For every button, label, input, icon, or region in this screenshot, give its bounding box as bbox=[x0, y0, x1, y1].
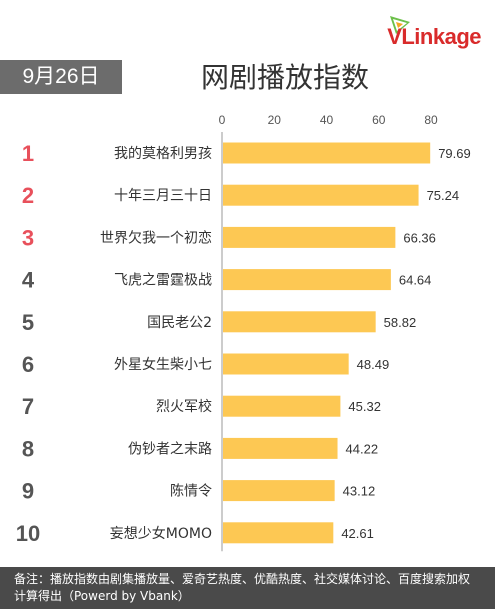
bar bbox=[223, 437, 338, 459]
value-label: 42.61 bbox=[341, 526, 374, 541]
rank-number: 7 bbox=[22, 394, 34, 419]
bar bbox=[223, 353, 349, 375]
x-tick-label: 60 bbox=[372, 113, 386, 127]
bar bbox=[223, 480, 335, 502]
value-label: 79.69 bbox=[438, 146, 471, 161]
rank-number: 2 bbox=[22, 183, 34, 208]
category-label: 外星女生柴小七 bbox=[114, 356, 212, 373]
x-tick-label: 40 bbox=[320, 113, 334, 127]
logo-text: VLinkage bbox=[387, 24, 481, 49]
vlinkage-logo: VLinkage bbox=[361, 14, 481, 50]
category-label: 世界欠我一个初恋 bbox=[100, 229, 212, 246]
bar bbox=[223, 226, 396, 248]
x-tick-label: 80 bbox=[424, 113, 438, 127]
rank-number: 9 bbox=[22, 479, 34, 504]
x-tick-label: 0 bbox=[219, 113, 226, 127]
rank-number: 3 bbox=[22, 225, 34, 250]
chart-title: 网剧播放指数 bbox=[200, 61, 369, 94]
rank-number: 6 bbox=[22, 352, 34, 377]
value-label: 66.36 bbox=[403, 230, 436, 245]
category-label: 飞虎之雷霆极战 bbox=[114, 273, 212, 289]
category-label: 烈火军校 bbox=[156, 398, 212, 415]
x-tick-label: 20 bbox=[268, 113, 282, 127]
category-label: 陈情令 bbox=[170, 483, 212, 500]
bar bbox=[223, 142, 431, 164]
rank-number: 8 bbox=[22, 436, 34, 461]
value-label: 64.64 bbox=[399, 273, 432, 288]
bar-chart: 0 20 40 60 80 1 我的莫格利男孩 79.69 2 十年三月三十日 75.24 3 世界欠我… bbox=[16, 113, 471, 552]
bar bbox=[223, 269, 391, 291]
rank-number: 4 bbox=[22, 268, 35, 293]
value-label: 58.82 bbox=[384, 315, 417, 330]
value-label: 48.49 bbox=[357, 357, 390, 372]
bar bbox=[223, 395, 341, 417]
logo-mark-icon bbox=[390, 16, 410, 34]
value-label: 75.24 bbox=[427, 188, 460, 203]
rank-number: 1 bbox=[22, 141, 34, 166]
value-label: 45.32 bbox=[348, 399, 381, 414]
footer-note: 备注：播放指数由剧集播放量、爱奇艺热度、优酷热度、社交媒体讨论、百度搜索加权计算… bbox=[0, 567, 495, 609]
category-label: 妄想少女MOMO bbox=[110, 525, 212, 542]
bar bbox=[223, 522, 334, 544]
category-label: 伪钞者之末路 bbox=[128, 441, 212, 457]
rank-number: 5 bbox=[22, 310, 34, 335]
date-badge: 9月26日 bbox=[0, 60, 122, 94]
bar bbox=[223, 184, 419, 206]
category-label: 十年三月三十日 bbox=[114, 188, 212, 204]
bar bbox=[223, 311, 376, 333]
value-label: 44.22 bbox=[346, 441, 379, 456]
rank-number: 10 bbox=[16, 521, 40, 546]
value-label: 43.12 bbox=[343, 484, 376, 499]
category-label: 我的莫格利男孩 bbox=[114, 146, 212, 162]
category-label: 国民老公2 bbox=[147, 315, 212, 331]
